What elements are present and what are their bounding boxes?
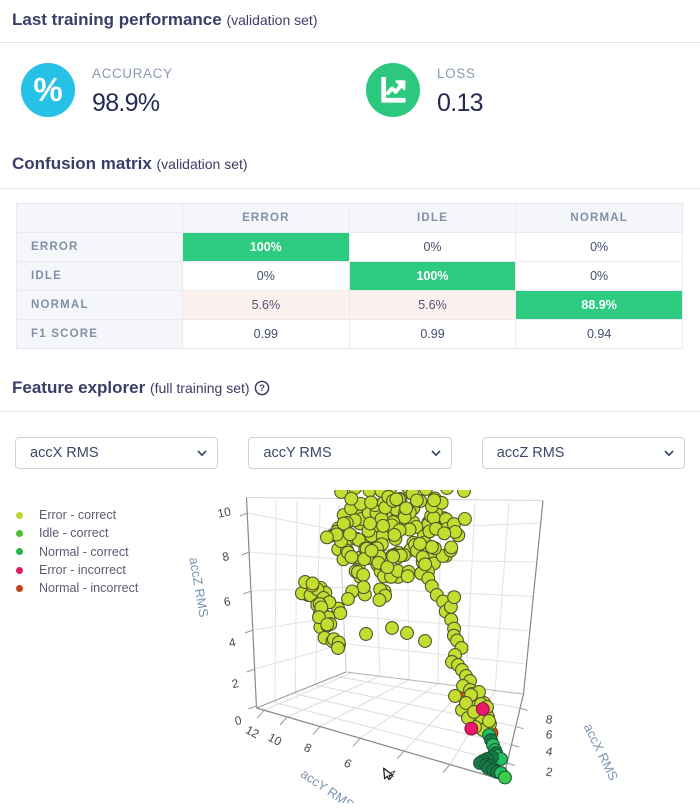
svg-text:12: 12 [243,723,262,742]
svg-text:accZ RMS: accZ RMS [186,556,211,619]
svg-text:6: 6 [545,727,554,742]
svg-text:accY RMS: accY RMS [298,766,357,803]
svg-text:4: 4 [227,635,237,650]
svg-text:10: 10 [266,730,285,749]
svg-text:2: 2 [545,765,554,780]
svg-text:8: 8 [302,740,315,756]
svg-text:?: ? [259,383,265,394]
svg-text:10: 10 [216,504,232,521]
svg-text:2: 2 [230,676,240,691]
svg-text:0: 0 [233,713,243,728]
svg-text:4: 4 [545,744,554,759]
svg-text:6: 6 [342,756,355,772]
svg-text:accX RMS: accX RMS [581,721,622,783]
svg-text:8: 8 [221,549,231,564]
svg-text:6: 6 [222,594,232,609]
svg-text:8: 8 [545,712,554,727]
